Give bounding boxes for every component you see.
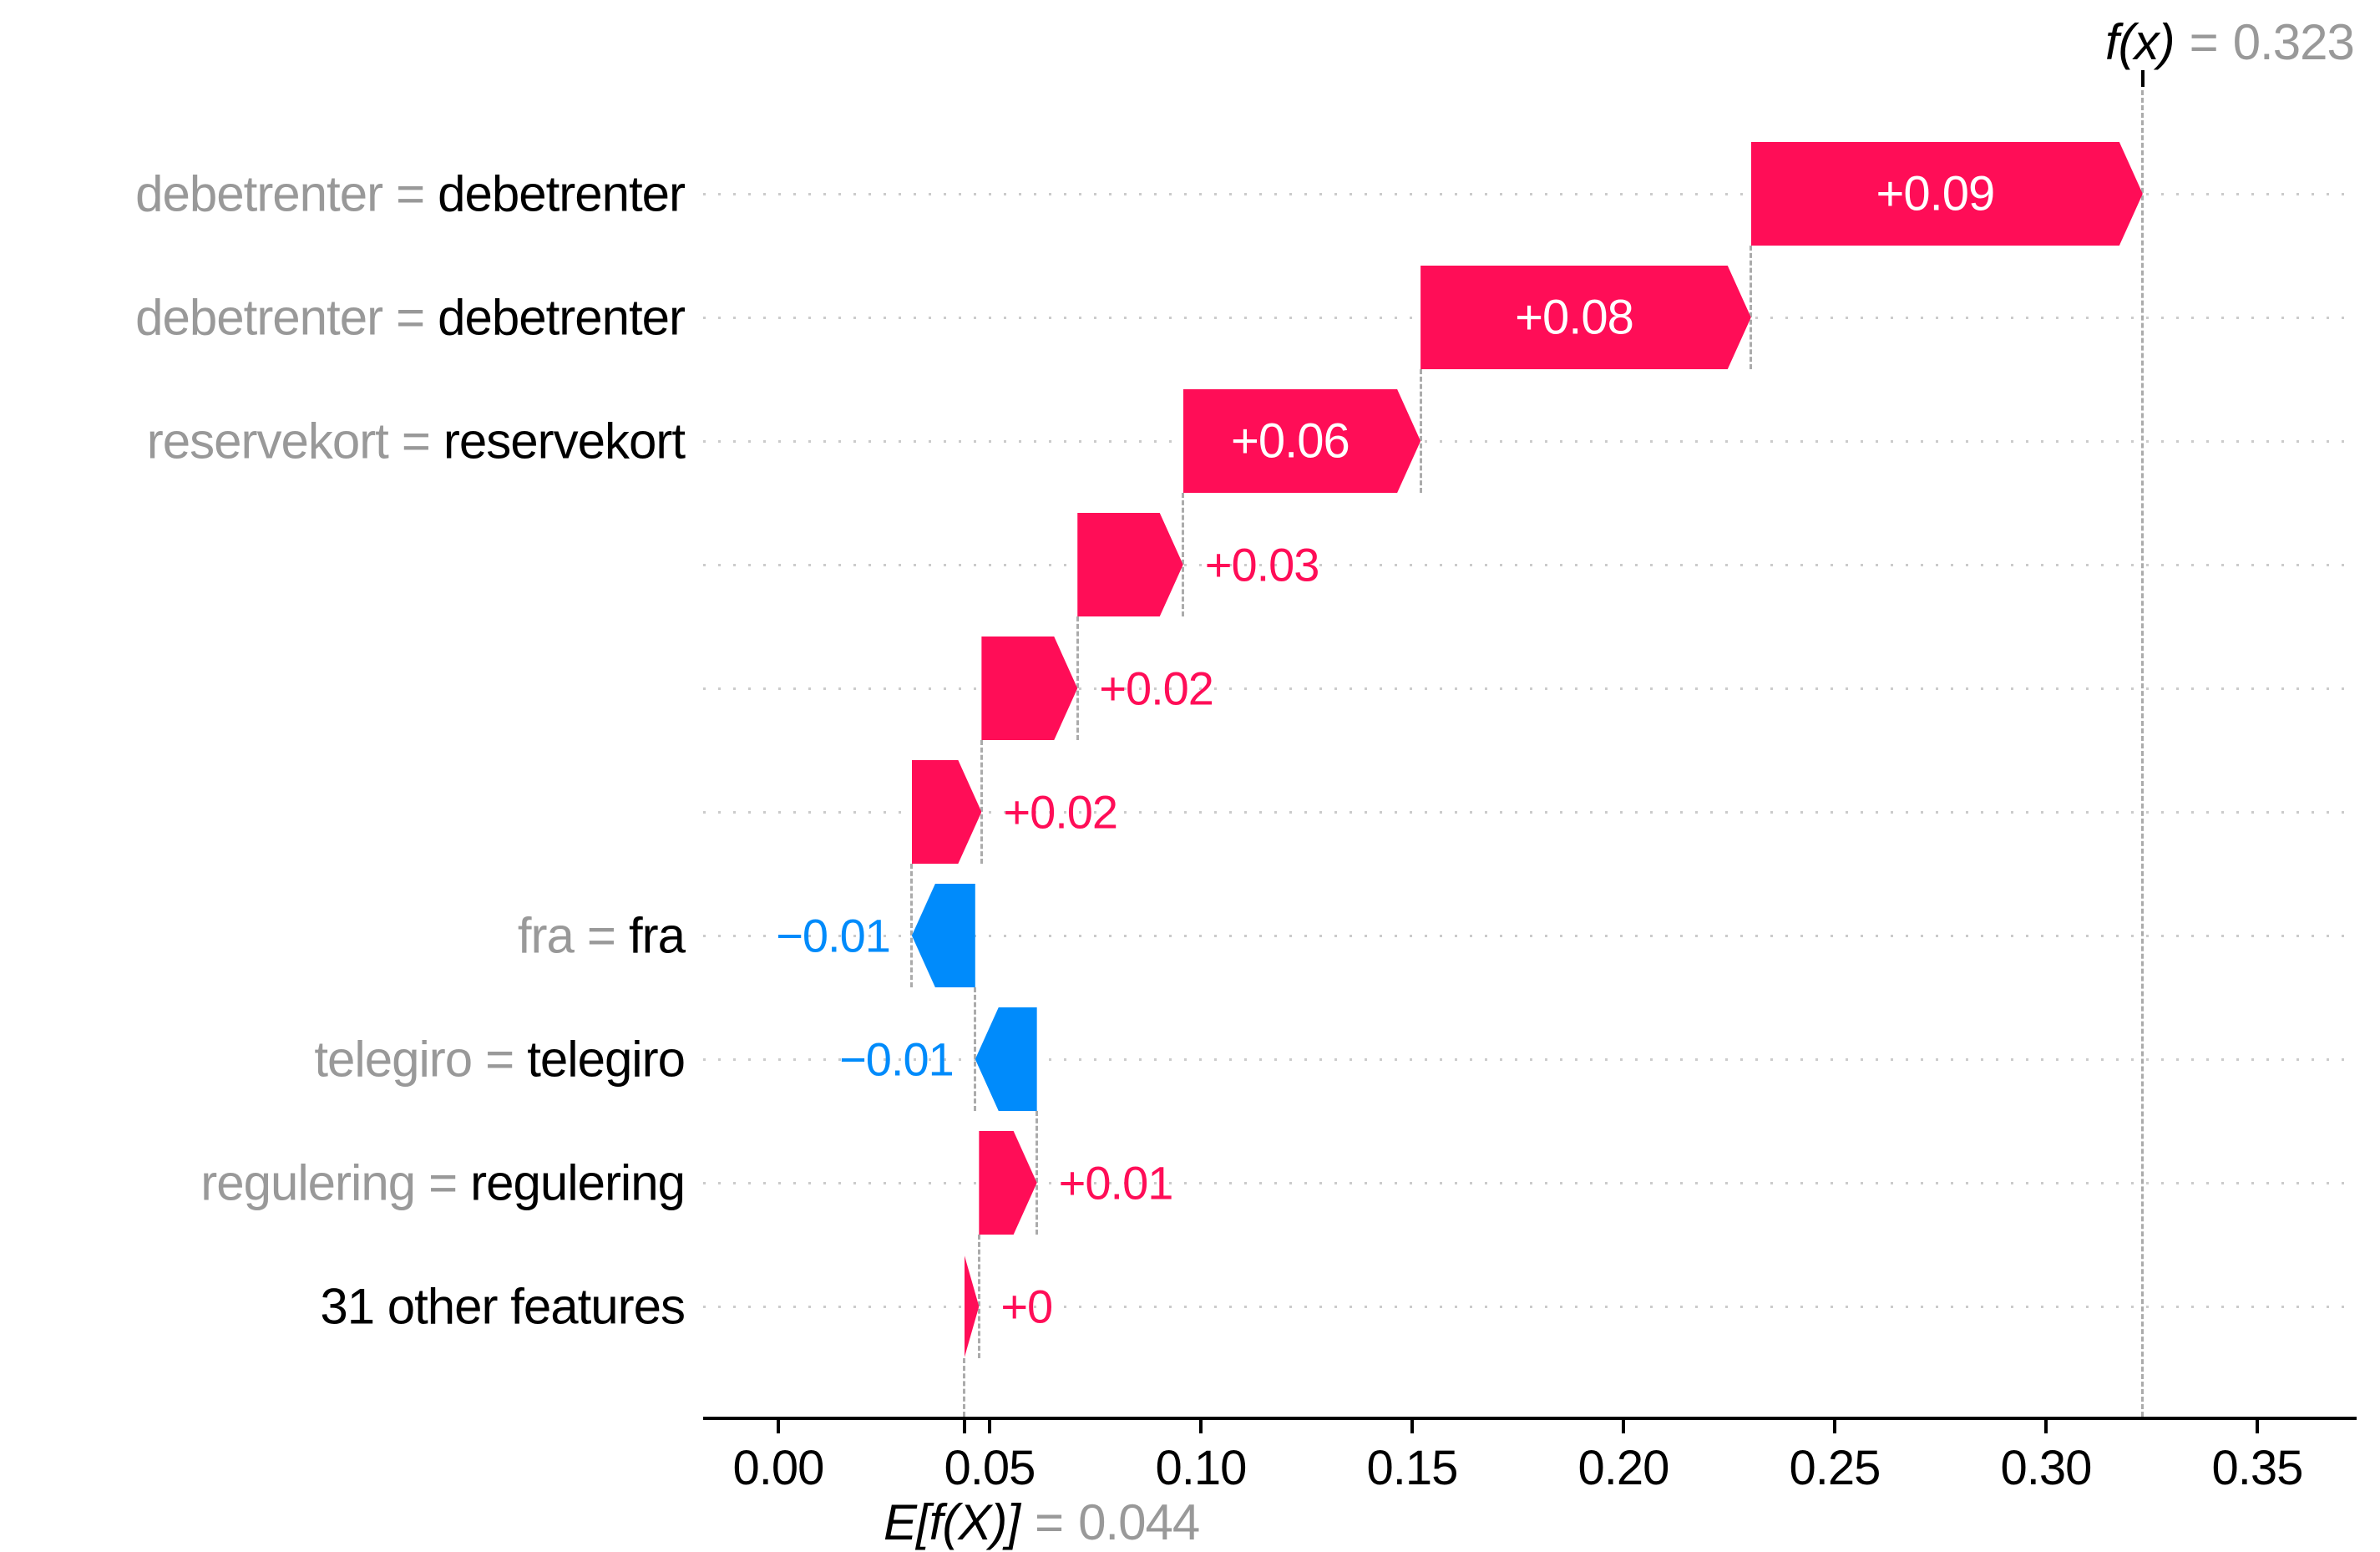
x-axis-tick-label: 0.20: [1577, 1441, 1670, 1495]
feature-equals-sign: =: [428, 1154, 458, 1211]
connector-line: [1182, 493, 1185, 616]
contribution-bar: [1420, 266, 1751, 369]
x-axis-tick-label: 0.30: [2000, 1441, 2093, 1495]
feature-name-text: 31 other features: [320, 1278, 686, 1335]
contribution-value-label: +0.08: [1515, 290, 1634, 345]
contribution-bar: [1750, 142, 2143, 246]
ef-equals-sign: =: [1035, 1494, 1064, 1550]
ef-annotation: E[f(X)] = 0.044: [884, 1494, 1200, 1551]
feature-name-text: fra: [628, 907, 686, 964]
contribution-bar: [911, 884, 975, 987]
connector-line: [1076, 616, 1079, 740]
contribution-value-label: +0.02: [1003, 785, 1118, 839]
connector-line: [974, 987, 977, 1111]
connector-line: [980, 740, 983, 864]
feature-name-text: telegiro: [527, 1031, 686, 1088]
fx-dashed-line: [2141, 90, 2145, 1417]
contribution-bar: [964, 1255, 980, 1358]
feature-name-text: debetrenter: [438, 289, 686, 346]
connector-line: [1419, 369, 1422, 493]
fx-label: f(x): [2105, 14, 2175, 70]
x-axis-tick-label: 0.10: [1155, 1441, 1248, 1495]
feature-label: regulering = regulering: [0, 1154, 686, 1212]
ef-dashed-line: [963, 1358, 966, 1417]
contribution-bar: [979, 1131, 1037, 1235]
x-axis-tick: [1199, 1420, 1203, 1433]
x-axis-tick: [1410, 1420, 1414, 1433]
feature-value-text: debetrenter: [135, 165, 383, 222]
x-axis-line: [703, 1417, 2357, 1420]
feature-label: telegiro = telegiro: [0, 1031, 686, 1088]
x-axis-tick: [2256, 1420, 2259, 1433]
row-gridline: [703, 564, 2357, 566]
connector-line: [910, 864, 914, 987]
feature-value-text: fra: [517, 907, 575, 964]
ef-marker-tick: [962, 1420, 966, 1433]
feature-name-text: debetrenter: [438, 165, 686, 222]
feature-value-text: debetrenter: [135, 289, 383, 346]
contribution-value-label: +0.06: [1231, 413, 1350, 469]
contribution-value-label: −0.01: [839, 1032, 955, 1086]
feature-value-text: telegiro: [314, 1031, 473, 1088]
feature-equals-sign: =: [396, 289, 425, 346]
x-axis-tick: [988, 1420, 991, 1433]
contribution-bar: [1077, 513, 1183, 616]
contribution-bar: [981, 637, 1078, 740]
connector-line: [1036, 1111, 1039, 1235]
row-gridline: [703, 687, 2357, 690]
contribution-value-label: +0.03: [1204, 538, 1320, 591]
contribution-bar: [911, 760, 982, 864]
contribution-value-label: +0.02: [1099, 662, 1214, 715]
fx-equals-sign: =: [2189, 14, 2219, 70]
feature-equals-sign: =: [401, 413, 431, 469]
connector-line: [977, 1235, 980, 1358]
x-axis-tick-label: 0.00: [732, 1441, 825, 1495]
x-axis-tick: [2044, 1420, 2048, 1433]
feature-label: debetrenter = debetrenter: [0, 289, 686, 347]
row-gridline: [703, 811, 2357, 814]
x-axis-tick-label: 0.05: [944, 1441, 1036, 1495]
row-gridline: [703, 1058, 2357, 1061]
feature-value-text: reservekort: [146, 413, 389, 469]
feature-equals-sign: =: [396, 165, 425, 222]
contribution-bar: [1182, 389, 1421, 493]
fx-marker-tick: [2140, 70, 2145, 87]
x-axis-tick: [777, 1420, 780, 1433]
row-gridline: [703, 1306, 2357, 1308]
x-axis-tick-label: 0.15: [1366, 1441, 1459, 1495]
contribution-value-label: +0: [1000, 1280, 1053, 1333]
row-gridline: [703, 193, 2357, 195]
x-axis-tick: [1833, 1420, 1836, 1433]
feature-label: 31 other features: [0, 1278, 686, 1336]
contribution-bar: [975, 1007, 1037, 1111]
fx-annotation: f(x) = 0.323: [2105, 13, 2355, 71]
feature-name-text: regulering: [470, 1154, 686, 1211]
feature-value-text: regulering: [200, 1154, 416, 1211]
feature-label: fra = fra: [0, 907, 686, 965]
contribution-value-label: +0.01: [1058, 1156, 1174, 1210]
feature-name-text: reservekort: [443, 413, 686, 469]
row-gridline: [703, 935, 2357, 937]
row-gridline: [703, 1182, 2357, 1184]
x-axis-tick: [1622, 1420, 1625, 1433]
x-axis-tick-label: 0.35: [2211, 1441, 2304, 1495]
contribution-value-label: +0.09: [1876, 166, 1995, 221]
x-axis-tick-label: 0.25: [1789, 1441, 1881, 1495]
feature-label: debetrenter = debetrenter: [0, 165, 686, 223]
contribution-value-label: −0.01: [776, 909, 891, 962]
feature-label: reservekort = reservekort: [0, 413, 686, 470]
ef-label: E[f(X)]: [884, 1494, 1020, 1550]
feature-equals-sign: =: [586, 907, 616, 964]
connector-line: [1750, 246, 1753, 369]
ef-value: 0.044: [1078, 1494, 1200, 1550]
feature-equals-sign: =: [485, 1031, 514, 1088]
fx-value: 0.323: [2232, 14, 2355, 70]
row-gridline: [703, 440, 2357, 443]
